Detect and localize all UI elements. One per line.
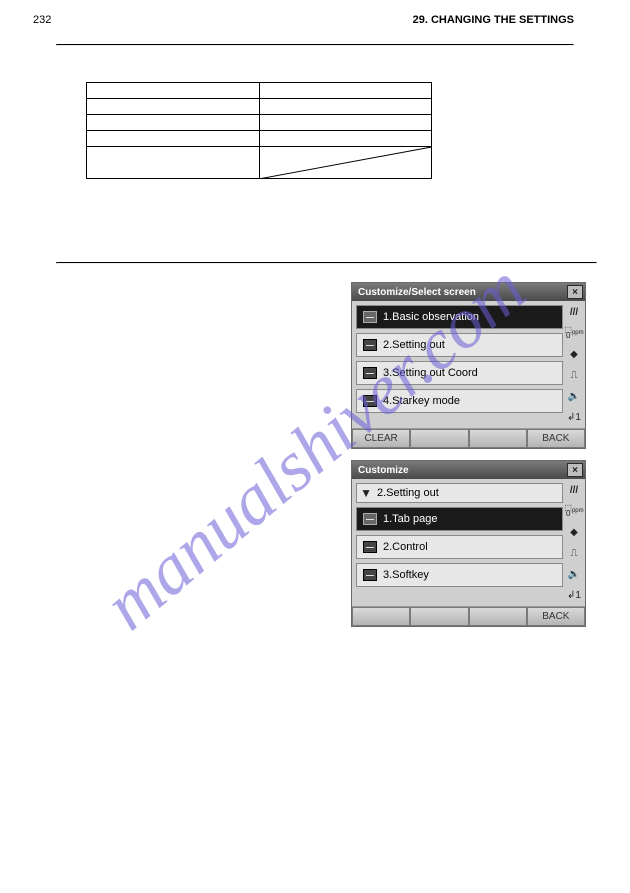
page-header: 29. CHANGING THE SETTINGS <box>413 14 574 26</box>
lozenge-icon: ◆ <box>567 347 581 361</box>
pin-icon: ▼ <box>361 486 371 500</box>
step-icon: ⎍ <box>567 546 581 560</box>
list-item-control[interactable]: 2.Control <box>356 535 563 559</box>
panel-customize-select: Customize/Select screen × 1.Basic observ… <box>351 282 586 449</box>
cell <box>87 131 260 147</box>
blank-button[interactable] <box>410 607 468 626</box>
panel-subtitle-label: 2.Setting out <box>377 487 439 499</box>
list-item-label: 2.Setting out <box>383 339 445 351</box>
bars-icon: /// <box>567 305 581 319</box>
blank-button[interactable] <box>469 607 527 626</box>
blank-button[interactable] <box>352 607 410 626</box>
section-29-2-title: 29.2 Screen Control Settings <box>56 266 206 278</box>
list-item-label: 3.Softkey <box>383 569 429 581</box>
list-item-tab-page[interactable]: 1.Tab page <box>356 507 563 531</box>
list-icon <box>363 367 377 379</box>
list-item-label: 3.Setting out Coord <box>383 367 478 379</box>
close-icon[interactable]: × <box>567 463 583 477</box>
list-item-label: 1.Basic observation <box>383 311 479 323</box>
blank-button[interactable] <box>410 429 468 448</box>
return-icon: ↲1 <box>567 410 581 424</box>
back-button[interactable]: BACK <box>527 607 585 626</box>
list-item-label: 2.Control <box>383 541 428 553</box>
panel-body: ▼ 2.Setting out 1.Tab page 2.Control 3.S… <box>352 479 585 606</box>
panel-buttons: CLEAR BACK <box>352 428 585 448</box>
cell <box>259 99 432 115</box>
speaker-icon: 🔈 <box>567 567 581 581</box>
step-icon: ⎍ <box>567 368 581 382</box>
table-row <box>87 99 432 115</box>
list-item-basic-observation[interactable]: 1.Basic observation <box>356 305 563 329</box>
cell <box>259 83 432 99</box>
panel-sidebar: /// ⬚ 0ppm ◆ ⎍ 🔈 ↲1 <box>565 303 583 426</box>
table-row <box>87 83 432 99</box>
settings-table <box>86 82 432 179</box>
panel-body: 1.Basic observation 2.Setting out 3.Sett… <box>352 301 585 428</box>
list-item-setting-out[interactable]: 2.Setting out <box>356 333 563 357</box>
list-icon <box>363 569 377 581</box>
panel-sidebar: /// ⬚ 0ppm ◆ ⎍ 🔈 ↲1 <box>565 481 583 604</box>
panel-title: Customize/Select screen <box>358 287 567 298</box>
back-button[interactable]: BACK <box>527 429 585 448</box>
panel-customize: Customize × ▼ 2.Setting out 1.Tab page 2… <box>351 460 586 627</box>
cell <box>259 115 432 131</box>
blank-button[interactable] <box>469 429 527 448</box>
list-item-label: 1.Tab page <box>383 513 437 525</box>
cell <box>87 115 260 131</box>
panel-list: 1.Basic observation 2.Setting out 3.Sett… <box>354 303 565 426</box>
list-icon <box>363 395 377 407</box>
page-number: 232 <box>33 14 51 26</box>
diag-cell <box>259 147 432 179</box>
close-icon[interactable]: × <box>567 285 583 299</box>
panel-subtitle: ▼ 2.Setting out <box>356 483 563 503</box>
list-icon <box>363 339 377 351</box>
speaker-icon: 🔈 <box>567 389 581 403</box>
cell <box>87 147 260 179</box>
list-icon <box>363 513 377 525</box>
panel-title: Customize <box>358 465 567 476</box>
titlebar: Customize/Select screen × <box>352 283 585 301</box>
cell <box>87 99 260 115</box>
list-item-starkey-mode[interactable]: 4.Starkey mode <box>356 389 563 413</box>
page: manualshiver.com 232 29. CHANGING THE SE… <box>0 0 630 893</box>
cell <box>87 83 260 99</box>
zero-ppm-icon: ⬚ 0ppm <box>567 504 581 518</box>
table-row <box>87 115 432 131</box>
panel-list: ▼ 2.Setting out 1.Tab page 2.Control 3.S… <box>354 481 565 604</box>
list-item-setting-out-coord[interactable]: 3.Setting out Coord <box>356 361 563 385</box>
titlebar: Customize × <box>352 461 585 479</box>
list-item-softkey[interactable]: 3.Softkey <box>356 563 563 587</box>
table-row <box>87 147 432 179</box>
cell <box>259 131 432 147</box>
zero-ppm-icon: ⬚ 0ppm <box>567 326 581 340</box>
list-icon <box>363 311 377 323</box>
panel-buttons: BACK <box>352 606 585 626</box>
bars-icon: /// <box>567 483 581 497</box>
list-item-label: 4.Starkey mode <box>383 395 460 407</box>
section-rule <box>56 262 597 264</box>
list-icon <box>363 541 377 553</box>
lozenge-icon: ◆ <box>567 525 581 539</box>
table-row <box>87 131 432 147</box>
return-icon: ↲1 <box>567 588 581 602</box>
clear-button[interactable]: CLEAR <box>352 429 410 448</box>
